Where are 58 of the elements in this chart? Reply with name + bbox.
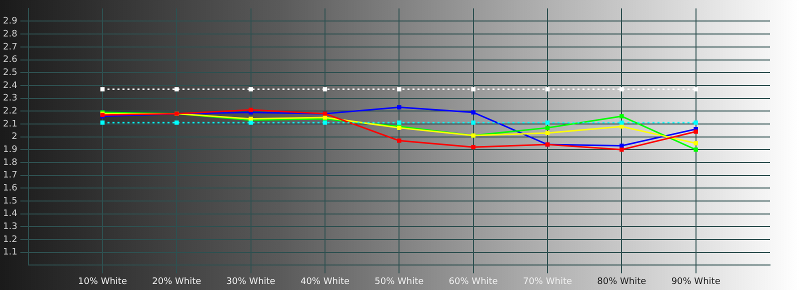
y-tick-label: 2.2 bbox=[2, 106, 18, 116]
point bbox=[620, 144, 624, 148]
point bbox=[471, 144, 476, 150]
y-tick-label: 1.8 bbox=[2, 158, 18, 168]
point bbox=[620, 120, 624, 125]
y-tick-label: 2.4 bbox=[2, 80, 18, 91]
point bbox=[100, 87, 105, 92]
point bbox=[694, 130, 698, 134]
point bbox=[322, 120, 328, 125]
y-tick-label: 2.9 bbox=[2, 16, 18, 27]
x-tick-label: 50% White bbox=[374, 276, 424, 287]
y-tick-label: 2.8 bbox=[2, 29, 18, 40]
point bbox=[545, 120, 550, 125]
y-tick-label: 1.5 bbox=[2, 196, 18, 206]
x-tick-label: 30% White bbox=[226, 276, 276, 287]
y-tick-label: 2.6 bbox=[2, 55, 18, 66]
point bbox=[248, 120, 253, 125]
point bbox=[248, 108, 253, 112]
point bbox=[397, 105, 402, 110]
point bbox=[620, 148, 624, 152]
y-tick-label: 1.6 bbox=[2, 184, 18, 194]
point bbox=[620, 114, 624, 118]
y-tick-label: 1.7 bbox=[2, 170, 18, 181]
y-tick-label: 2.3 bbox=[2, 94, 18, 104]
point bbox=[174, 87, 179, 92]
point bbox=[694, 120, 698, 125]
point bbox=[694, 148, 698, 152]
x-tick-label: 80% White bbox=[597, 276, 647, 287]
x-tick-label: 60% White bbox=[448, 276, 498, 287]
y-tick-label: 2.1 bbox=[2, 119, 18, 130]
point bbox=[471, 87, 476, 92]
point bbox=[322, 87, 328, 92]
x-tick-label: 90% White bbox=[671, 276, 721, 287]
y-tick-label: 2.5 bbox=[2, 68, 18, 78]
y-tick-label: 2 bbox=[12, 132, 18, 142]
x-tick-label: 40% White bbox=[300, 276, 350, 287]
point bbox=[248, 87, 253, 92]
point bbox=[545, 126, 550, 130]
y-tick-label: 2.7 bbox=[2, 42, 18, 52]
y-tick-label: 1.3 bbox=[2, 222, 18, 232]
y-tick-label: 1.4 bbox=[2, 209, 18, 220]
point bbox=[397, 87, 402, 92]
x-tick-label: 20% White bbox=[152, 276, 202, 287]
point bbox=[620, 87, 624, 92]
y-tick-label: 1.9 bbox=[2, 144, 18, 155]
point bbox=[100, 120, 105, 125]
point bbox=[545, 87, 550, 92]
point bbox=[471, 120, 476, 125]
x-tick-label: 70% White bbox=[522, 276, 572, 287]
y-tick-label: 1.2 bbox=[2, 234, 18, 245]
point bbox=[397, 138, 402, 143]
point bbox=[694, 87, 698, 92]
point bbox=[397, 120, 402, 125]
point bbox=[694, 141, 698, 146]
x-tick-label: 10% White bbox=[78, 276, 128, 287]
y-tick-label: 1.1 bbox=[2, 248, 18, 258]
point bbox=[174, 120, 179, 125]
point bbox=[471, 110, 476, 115]
